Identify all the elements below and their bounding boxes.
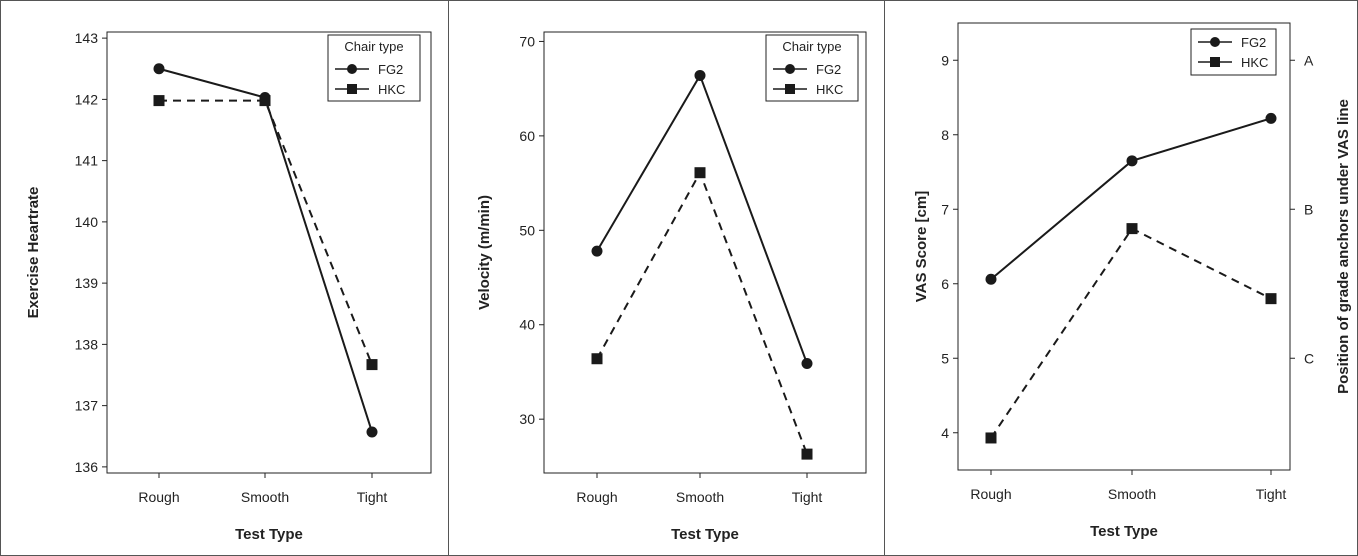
series-line-fg2 — [596, 73, 808, 364]
data-point-hkc — [801, 448, 813, 460]
legend-box — [327, 34, 421, 102]
chart-panel-2: 30 40 50 60 70 Rough Smooth Tight Test Type Veloc… — [476, 31, 867, 543]
legend-box — [765, 34, 859, 102]
x-axis-title: Test Type — [1090, 523, 1158, 540]
legend: Chair type FG2 HKC — [765, 34, 859, 102]
legend-marker-hkc — [785, 84, 795, 94]
x-tick-label: Rough — [138, 489, 179, 505]
data-point-hkc — [591, 353, 603, 365]
y2-tick-label: A — [1304, 52, 1314, 68]
y-tick-label: 137 — [75, 398, 99, 414]
chart-panel-3: 4 5 6 7 8 9 A B C Rough Smooth Tight Test Type VAS Sc… — [913, 22, 1352, 540]
x-tick-label: Tight — [357, 489, 388, 505]
data-point-fg2 — [801, 357, 813, 369]
y-tick-label: 6 — [941, 276, 949, 292]
legend-marker-fg2 — [1210, 37, 1220, 47]
y-axis-title: VAS Score [cm] — [913, 191, 930, 302]
y-tick-label: 50 — [519, 222, 535, 238]
legend: FG2 HKC — [1190, 28, 1277, 76]
y2-tick-label: C — [1304, 350, 1314, 366]
legend-label: FG2 — [816, 62, 841, 77]
x-tick-label: Tight — [1256, 486, 1287, 502]
legend-box — [1190, 28, 1277, 76]
data-point-fg2 — [259, 92, 271, 104]
y-tick-label: 30 — [519, 411, 535, 427]
y2-tick-label: B — [1304, 201, 1313, 217]
x-tick-label: Rough — [970, 486, 1011, 502]
data-point-hkc — [153, 95, 165, 107]
y-tick-label: 40 — [519, 317, 535, 333]
plot-area — [106, 31, 432, 474]
series-line-hkc — [596, 170, 808, 455]
data-point-fg2 — [591, 245, 603, 257]
data-point-hkc — [985, 432, 997, 444]
legend-label: HKC — [816, 82, 843, 97]
data-point-fg2 — [1126, 155, 1138, 167]
legend-label: HKC — [1241, 55, 1268, 70]
x-tick-label: Tight — [792, 489, 823, 505]
y-tick-label: 143 — [75, 30, 99, 46]
y-tick-label: 139 — [75, 275, 99, 291]
data-point-fg2 — [694, 69, 706, 81]
y-tick-label: 8 — [941, 127, 949, 143]
x-axis-title: Test Type — [671, 526, 739, 543]
series-line-hkc — [159, 99, 373, 365]
data-point-hkc — [366, 359, 378, 371]
legend-marker-fg2 — [347, 64, 357, 74]
series-line-hkc — [990, 227, 1272, 439]
x-tick-label: Smooth — [1108, 486, 1156, 502]
y-tick-label: 9 — [941, 52, 949, 68]
y-tick-label: 140 — [75, 214, 99, 230]
y-tick-label: 5 — [941, 350, 949, 366]
y-tick-label: 4 — [941, 425, 949, 441]
legend-label: HKC — [378, 82, 405, 97]
y-axis-title: Velocity (m/min) — [476, 195, 493, 310]
legend-title: Chair type — [344, 39, 403, 54]
data-point-hkc — [694, 167, 706, 179]
y-tick-label: 7 — [941, 201, 949, 217]
series-line-fg2 — [158, 67, 373, 433]
data-point-fg2 — [366, 426, 378, 438]
legend-marker-fg2 — [785, 64, 795, 74]
x-tick-label: Rough — [576, 489, 617, 505]
data-point-hkc — [1126, 223, 1138, 235]
x-tick-label: Smooth — [676, 489, 724, 505]
y-tick-label: 136 — [75, 459, 99, 475]
y-tick-label: 70 — [519, 33, 535, 49]
x-tick-label: Smooth — [241, 489, 289, 505]
data-point-hkc — [1265, 293, 1277, 305]
data-point-fg2 — [1265, 112, 1277, 124]
legend-label: FG2 — [1241, 35, 1266, 50]
series-line-fg2 — [990, 117, 1272, 281]
y-tick-label: 142 — [75, 91, 99, 107]
data-point-fg2 — [153, 63, 165, 75]
data-point-fg2 — [985, 273, 997, 285]
y-tick-label: 141 — [75, 153, 99, 169]
y-tick-label: 60 — [519, 128, 535, 144]
legend-marker-hkc — [347, 84, 357, 94]
legend-marker-hkc — [1210, 57, 1220, 67]
y2-axis-title: Position of grade anchors under VAS line — [1335, 99, 1352, 394]
plot-area — [543, 31, 867, 474]
y-axis-title: Exercise Heartrate — [25, 187, 42, 319]
plot-area — [957, 22, 1291, 471]
x-axis-title: Test Type — [235, 526, 303, 543]
legend-title: Chair type — [782, 39, 841, 54]
legend-label: FG2 — [378, 62, 403, 77]
legend: Chair type FG2 HKC — [327, 34, 421, 102]
chart-panel-1: 136 137 138 139 140 141 142 143 Rough Smooth Tight… — [25, 30, 432, 543]
y-tick-label: 138 — [75, 336, 99, 352]
